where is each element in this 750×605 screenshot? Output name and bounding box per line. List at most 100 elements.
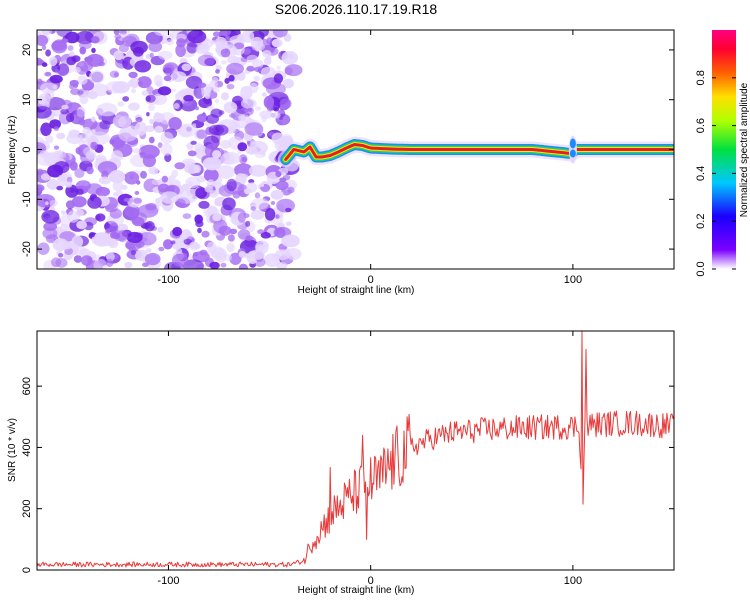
noise-blob [166, 39, 175, 46]
noise-blob [52, 238, 69, 252]
noise-blob [260, 183, 265, 187]
noise-blob [160, 191, 179, 204]
noise-blob [263, 95, 275, 109]
noise-blob [151, 93, 168, 106]
noise-blob [237, 229, 251, 240]
noise-blob [70, 88, 81, 95]
noise-blob [276, 65, 281, 70]
noise-blob [56, 30, 73, 37]
noise-blob [287, 186, 295, 194]
noise-blob [260, 66, 276, 77]
noise-blob [58, 253, 64, 258]
noise-blob [67, 210, 80, 223]
noise-blob [197, 82, 207, 88]
noise-blob [163, 75, 172, 82]
noise-blob [227, 234, 235, 242]
noise-blob [273, 73, 284, 84]
noise-blob [215, 251, 227, 263]
colorbar-label: Normalized spectral amplitude [739, 82, 750, 217]
noise-blob [275, 171, 282, 178]
noise-blob [195, 187, 208, 199]
noise-blob [75, 30, 94, 45]
noise-blob [117, 230, 128, 243]
noise-blob [113, 30, 120, 35]
noise-blob [222, 197, 236, 211]
noise-blob [56, 132, 66, 140]
noise-blob [160, 143, 173, 156]
snr-panel: -100 0 100 0 200 400 600 Height of straight l… [7, 330, 675, 596]
noise-blob [197, 54, 215, 67]
noise-blob [282, 174, 291, 181]
ridge-core [284, 143, 674, 161]
noise-blob [51, 39, 68, 54]
noise-blob [249, 249, 265, 260]
noise-blob [250, 209, 265, 220]
noise-blob [40, 82, 57, 94]
noise-blob [132, 147, 142, 154]
spectrogram-y-ticks: -20 -10 0 10 20 [21, 44, 674, 257]
noise-blob [108, 240, 115, 246]
noise-blob [41, 62, 48, 67]
noise-blob [281, 171, 286, 177]
noise-blob [131, 88, 136, 94]
noise-blob [224, 77, 230, 84]
noise-blob [247, 107, 253, 112]
noise-blob [91, 36, 100, 44]
noise-blob [238, 263, 248, 269]
noise-blob [260, 232, 271, 239]
noise-blob [220, 60, 228, 65]
noise-blob [209, 261, 220, 269]
noise-blob [39, 150, 50, 158]
noise-blob [262, 50, 272, 58]
noise-blob [224, 35, 231, 42]
noise-blob [226, 178, 237, 192]
noise-blob [54, 68, 60, 74]
noise-blob [227, 55, 240, 64]
noise-blob [69, 161, 78, 171]
noise-blob [187, 30, 207, 44]
noise-blob [142, 262, 149, 267]
noise-blob [128, 102, 140, 111]
noise-blob [215, 40, 229, 50]
noise-blob [195, 44, 209, 55]
x-tick-label: -100 [157, 274, 179, 286]
noise-blob [48, 56, 58, 67]
noise-blob [271, 132, 285, 145]
noise-blob [220, 92, 230, 101]
noise-blob [69, 187, 75, 193]
noise-blob [49, 74, 63, 84]
noise-blob [215, 69, 220, 74]
noise-blob [172, 226, 183, 237]
noise-blob [53, 145, 60, 150]
x-tick-label: 100 [564, 575, 582, 587]
y-tick-label: 10 [21, 94, 33, 106]
noise-blob [168, 117, 182, 130]
noise-blob [40, 30, 52, 36]
noise-blob [91, 116, 96, 122]
noise-blob [170, 71, 187, 82]
noise-blob [157, 183, 170, 193]
noise-blob [157, 86, 172, 96]
y-tick-label: 0 [21, 146, 33, 152]
noise-blob [254, 192, 261, 199]
noise-blob [122, 96, 130, 102]
noise-blob [144, 125, 155, 132]
noise-blob [109, 70, 120, 78]
noise-blob [253, 75, 261, 82]
noise-blob [61, 210, 67, 215]
noise-blob [37, 242, 50, 255]
noise-blob [272, 30, 288, 38]
noise-blob [56, 185, 64, 191]
noise-blob [113, 254, 119, 260]
noise-blob [113, 50, 124, 61]
noise-blob [44, 71, 52, 77]
noise-blob [149, 52, 154, 58]
noise-blob [149, 118, 155, 125]
noise-blob [272, 112, 281, 119]
noise-blob [133, 46, 144, 57]
noise-blob [226, 83, 235, 90]
noise-blob [201, 230, 210, 238]
spectrogram-y-axis-label: Frequency (Hz) [7, 116, 18, 185]
noise-blob [47, 164, 64, 178]
